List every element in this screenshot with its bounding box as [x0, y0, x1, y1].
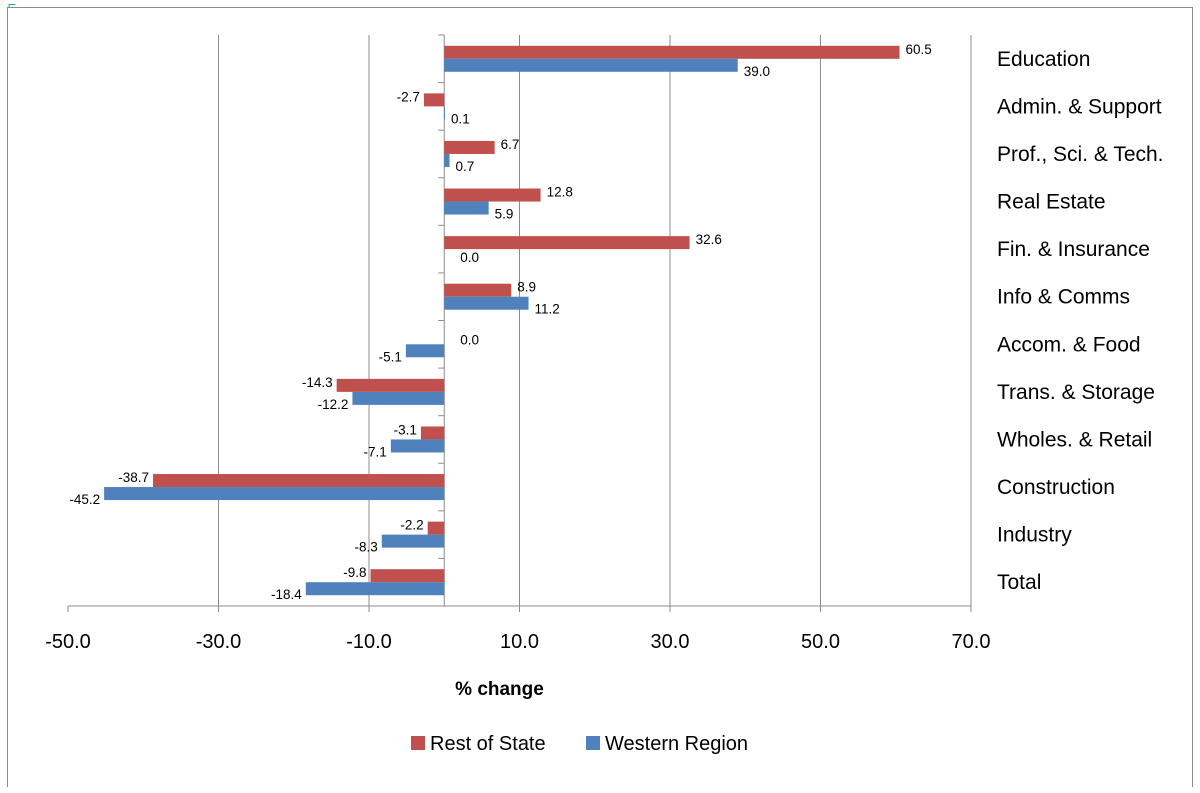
x-tick-label-1: -30.0 — [196, 631, 242, 653]
category-label-4: Trans. & Storage — [997, 381, 1155, 404]
bar-rest-of-state-9 — [444, 140, 495, 154]
category-label-10: Admin. & Support — [997, 95, 1162, 118]
data-label-western-region-1: -8.3 — [355, 540, 378, 555]
x-axis-title: % change — [455, 679, 544, 700]
chart-frame: ⌐ -50.0 -30.0 -10.0 10.0 30.0 50.0 70.0 -9.8 -18… — [7, 0, 1193, 787]
bar-western-region-2 — [104, 487, 445, 501]
bar-chart: -50.0 -30.0 -10.0 10.0 30.0 50.0 70.0 -9.8 -18.4… — [45, 34, 1164, 755]
bar-western-region-11 — [444, 58, 738, 72]
bar-western-region-10 — [444, 106, 446, 120]
data-label-rest-of-state-10: -2.7 — [397, 89, 420, 104]
bar-western-region-6 — [444, 296, 529, 310]
category-label-1: Industry — [997, 524, 1072, 547]
bar-western-region-3 — [390, 439, 445, 453]
category-label-0: Total — [997, 571, 1041, 594]
data-label-western-region-8: 5.9 — [495, 207, 514, 222]
data-label-western-region-2: -45.2 — [69, 492, 100, 507]
x-tick-label-6: 70.0 — [952, 631, 991, 653]
bar-rest-of-state-2 — [153, 474, 445, 488]
bar-rest-of-state-4 — [336, 378, 445, 392]
bar-western-region-1 — [381, 534, 445, 548]
category-label-7: Fin. & Insurance — [997, 238, 1150, 261]
x-tick-label-3: 10.0 — [500, 631, 539, 653]
bar-rest-of-state-0 — [370, 569, 445, 583]
bar-rest-of-state-8 — [444, 188, 541, 202]
bar-western-region-5 — [405, 344, 445, 358]
data-label-western-region-7: 0.0 — [460, 250, 479, 265]
data-label-western-region-5: -5.1 — [379, 349, 402, 364]
data-label-rest-of-state-1: -2.2 — [400, 518, 423, 533]
data-label-rest-of-state-9: 6.7 — [501, 137, 520, 152]
category-label-11: Education — [997, 48, 1090, 71]
legend-label-0: Rest of State — [430, 733, 546, 755]
legend-swatch-0 — [411, 736, 425, 750]
category-label-8: Real Estate — [997, 191, 1106, 214]
bar-western-region-4 — [352, 391, 445, 405]
bar-rest-of-state-1 — [427, 521, 445, 535]
data-label-rest-of-state-7: 32.6 — [696, 232, 722, 247]
data-label-western-region-3: -7.1 — [364, 444, 387, 459]
data-label-western-region-4: -12.2 — [318, 397, 349, 412]
bar-rest-of-state-7 — [444, 236, 690, 250]
data-label-western-region-0: -18.4 — [271, 587, 302, 602]
data-label-western-region-10: 0.1 — [451, 111, 470, 126]
data-label-rest-of-state-0: -9.8 — [343, 565, 366, 580]
legend-swatch-1 — [586, 736, 600, 750]
data-label-rest-of-state-3: -3.1 — [394, 422, 417, 437]
data-label-rest-of-state-2: -38.7 — [118, 470, 149, 485]
data-label-western-region-11: 39.0 — [744, 64, 770, 79]
data-label-western-region-6: 11.2 — [535, 302, 560, 317]
category-label-3: Wholes. & Retail — [997, 428, 1152, 451]
x-tick-label-0: -50.0 — [45, 631, 91, 653]
category-label-2: Construction — [997, 476, 1115, 499]
bar-western-region-9 — [444, 153, 450, 167]
corner-mark-icon: ⌐ — [8, 0, 17, 12]
bar-rest-of-state-10 — [423, 93, 445, 107]
bar-rest-of-state-3 — [420, 426, 445, 440]
category-label-6: Info & Comms — [997, 286, 1130, 309]
data-label-rest-of-state-5: 0.0 — [460, 332, 479, 347]
data-label-rest-of-state-4: -14.3 — [302, 375, 333, 390]
x-tick-label-2: -10.0 — [346, 631, 392, 653]
legend-label-1: Western Region — [605, 733, 748, 755]
bar-western-region-8 — [444, 201, 489, 215]
x-tick-label-5: 50.0 — [801, 631, 840, 653]
x-tick-label-4: 30.0 — [651, 631, 690, 653]
bar-rest-of-state-6 — [444, 283, 512, 297]
category-label-5: Accom. & Food — [997, 333, 1141, 356]
data-label-rest-of-state-11: 60.5 — [906, 42, 932, 57]
category-label-9: Prof., Sci. & Tech. — [997, 143, 1164, 166]
bar-western-region-0 — [305, 582, 445, 596]
data-label-western-region-9: 0.7 — [456, 159, 475, 174]
data-label-rest-of-state-6: 8.9 — [517, 280, 536, 295]
bar-rest-of-state-11 — [444, 45, 900, 59]
data-label-rest-of-state-8: 12.8 — [547, 185, 573, 200]
